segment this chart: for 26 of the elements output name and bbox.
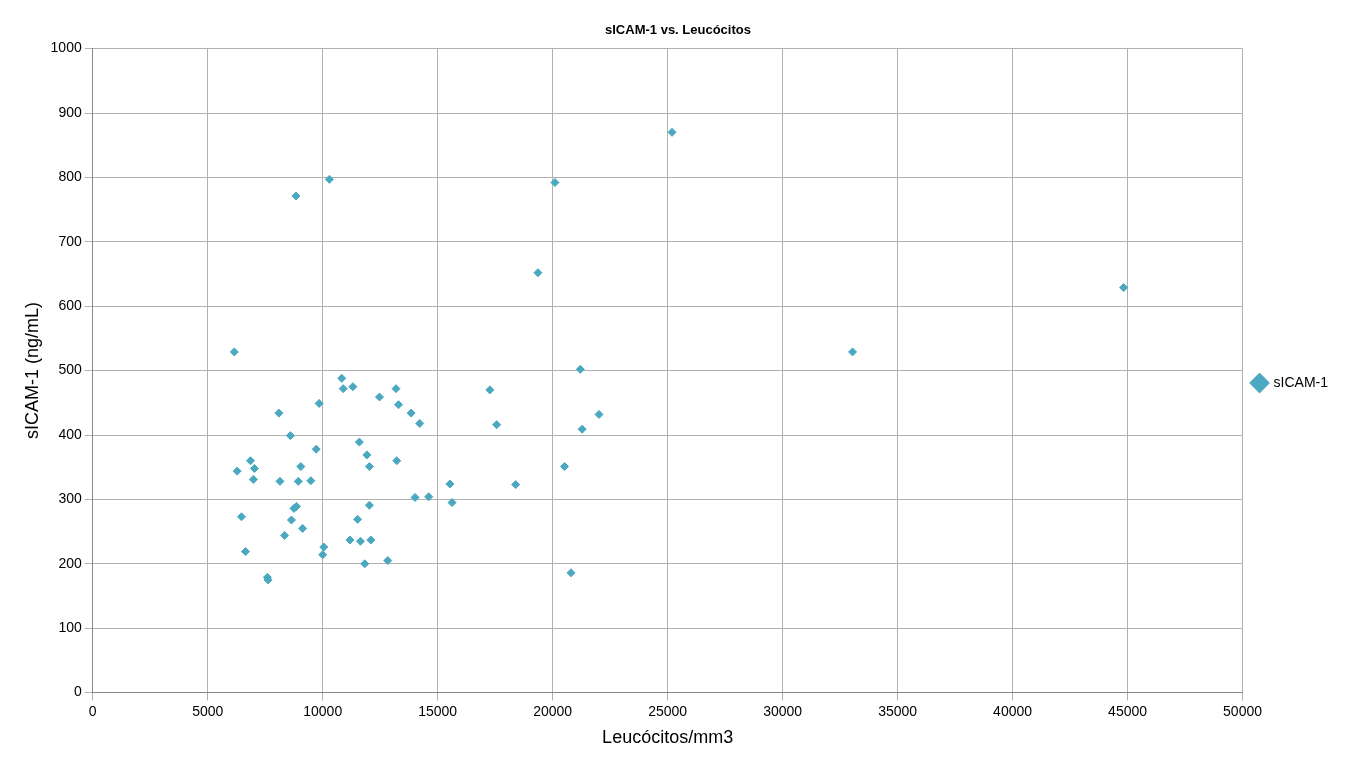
x-tick-label: 0: [88, 702, 97, 719]
x-tick-label: 10000: [303, 702, 343, 719]
x-tick-label: 20000: [533, 702, 573, 719]
y-tick-label: 800: [58, 168, 82, 185]
y-tick-label: 900: [58, 103, 82, 120]
y-tick-label: 700: [58, 232, 82, 249]
x-axis-title: Leucócitos/mm3: [602, 727, 734, 748]
y-tick-label: 300: [58, 490, 82, 507]
x-tick-label: 25000: [648, 702, 688, 719]
y-tick-label: 200: [58, 554, 82, 571]
y-axis-title: sICAM-1 (ng/mL): [21, 302, 42, 440]
y-tick-label: 100: [58, 619, 82, 636]
y-tick-label: 400: [58, 425, 82, 442]
y-tick-label: 600: [58, 297, 82, 314]
legend-label: sICAM-1: [1273, 373, 1329, 390]
y-tick-label: 500: [58, 361, 82, 378]
x-tick-label: 5000: [192, 702, 224, 719]
x-tick-label: 30000: [763, 702, 803, 719]
x-tick-label: 15000: [418, 702, 458, 719]
x-tick-label: 40000: [993, 702, 1033, 719]
y-tick-label: 1000: [50, 39, 82, 56]
chart-title: sICAM-1 vs. Leucócitos: [605, 22, 751, 38]
y-tick-label: 0: [73, 683, 82, 700]
x-tick-label: 50000: [1223, 702, 1263, 719]
x-tick-label: 45000: [1108, 702, 1148, 719]
x-tick-label: 35000: [878, 702, 918, 719]
